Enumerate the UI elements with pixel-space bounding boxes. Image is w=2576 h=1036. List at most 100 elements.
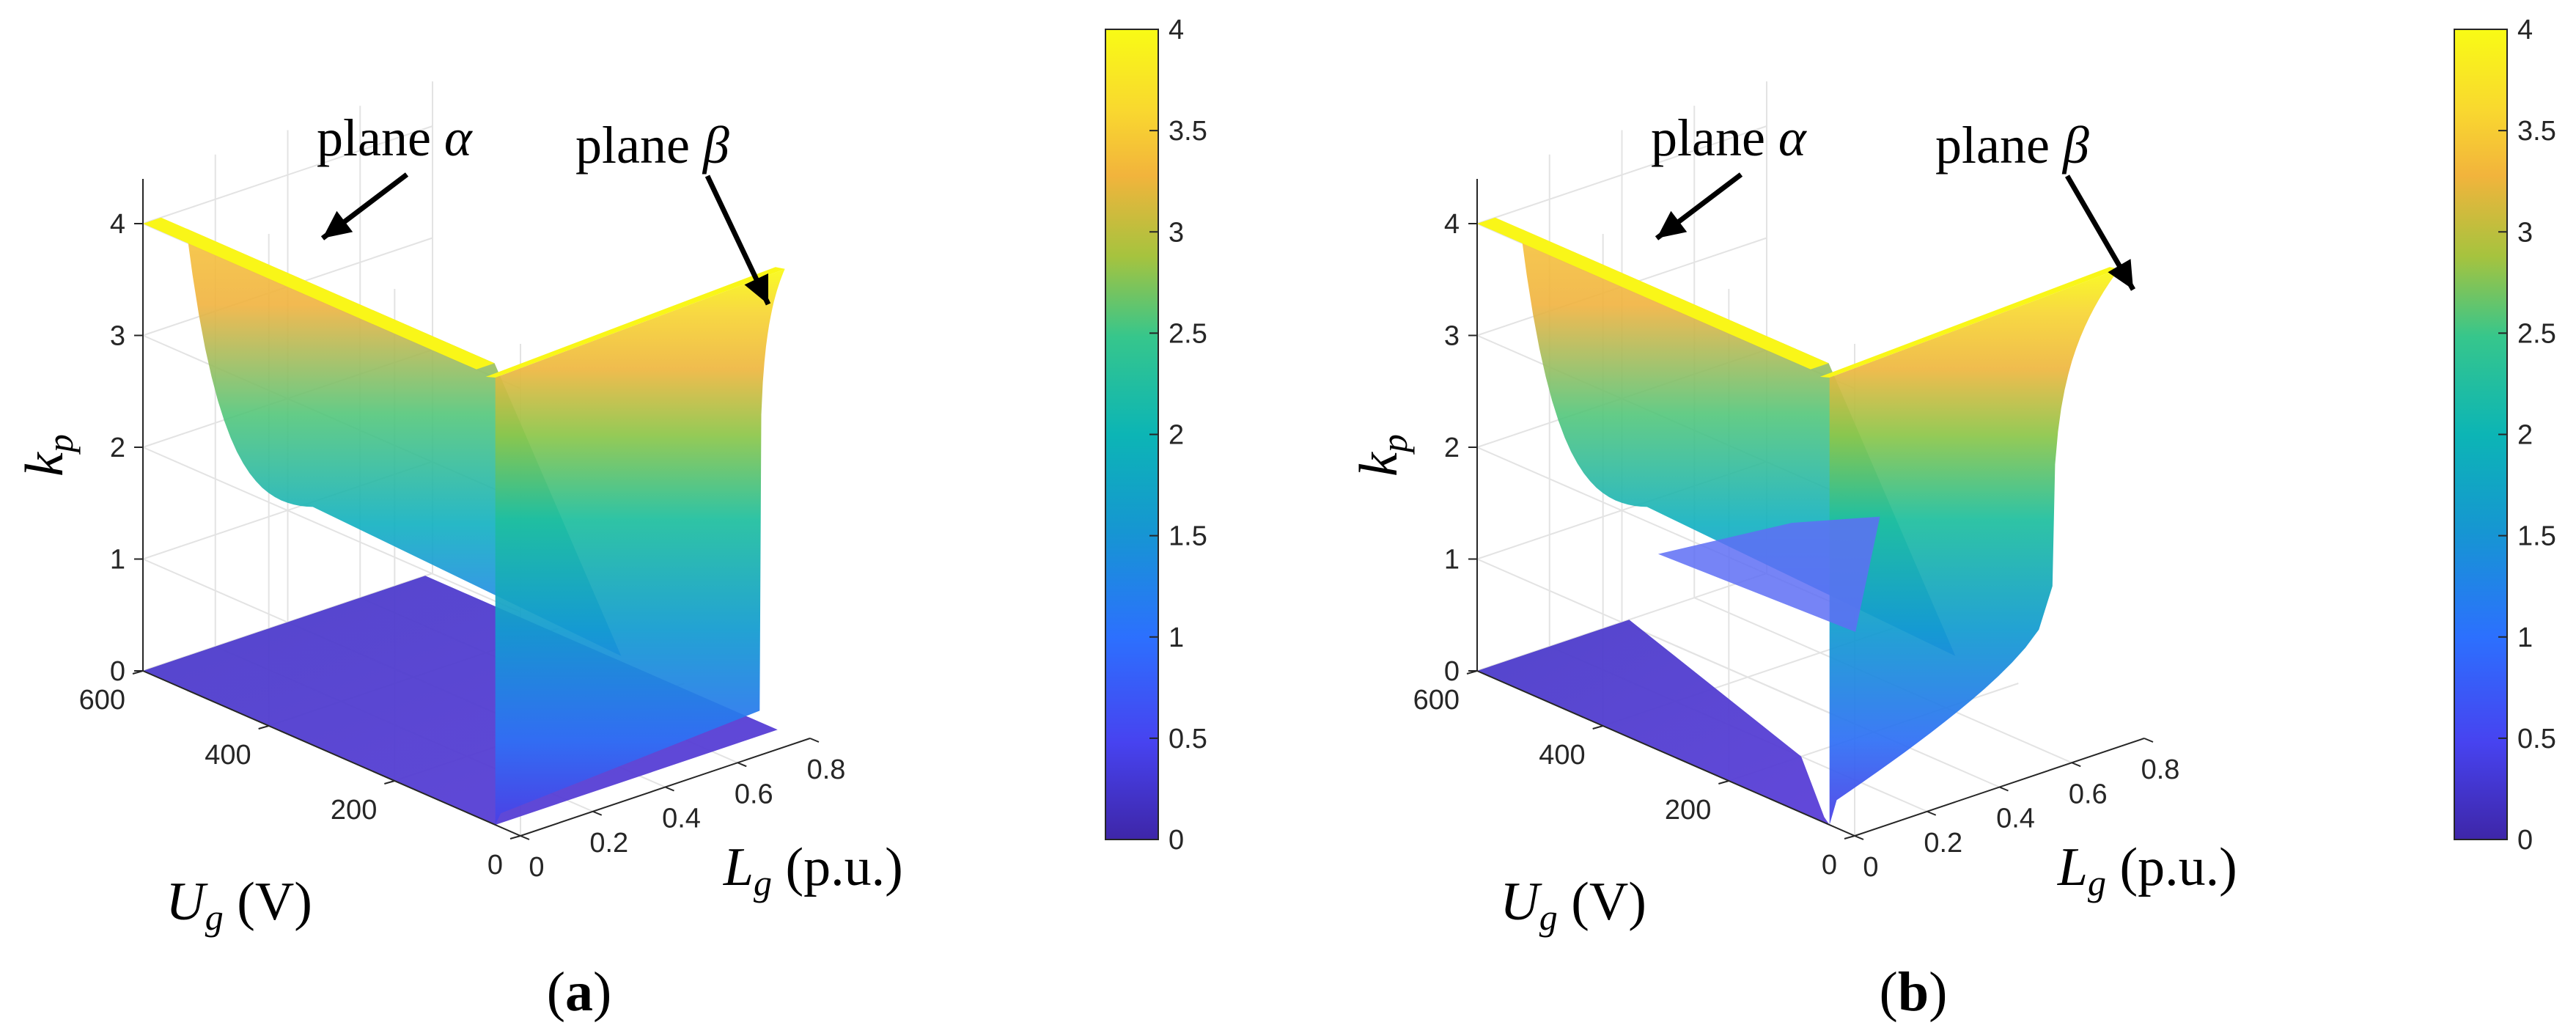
y-tick-label: 400	[1539, 740, 1585, 771]
gridline	[1622, 621, 2000, 788]
annotation-symbol: α	[1778, 109, 1807, 167]
colorbar-tick-label: 4	[2517, 15, 2533, 45]
arrow-alpha-head	[1657, 210, 1688, 238]
y-tick	[1592, 725, 1603, 730]
arrow-beta-head	[744, 273, 768, 304]
colorbar-tick-label: 3.5	[1169, 116, 1207, 147]
y-tick-label: 200	[331, 795, 377, 826]
y-axis-line	[142, 670, 521, 837]
panel-label: (a)	[547, 961, 612, 1023]
x-tick-label: 0	[1863, 852, 1878, 883]
z-tick-label: 2	[110, 433, 125, 463]
colorbar-tick-label: 3	[1169, 217, 1184, 248]
x-tick-label: 0.2	[1924, 828, 1962, 859]
y-tick-label: 600	[79, 685, 125, 716]
z-tick-label: 1	[1444, 545, 1460, 576]
z-tick-label: 4	[1444, 209, 1460, 240]
annotation-prefix: plane	[1651, 109, 1778, 167]
y-tick	[509, 835, 521, 840]
x-tick	[665, 786, 674, 792]
z-tick-label: 0	[110, 656, 125, 687]
annotation-plane-alpha: plane α	[1651, 109, 1807, 167]
surface-floor	[1477, 620, 1830, 825]
y-axis-label-sub: g	[205, 897, 224, 938]
z-axis-label-main: k	[1349, 452, 1409, 477]
z-tick-label: 2	[1444, 433, 1460, 463]
surface-beta-tail	[1657, 516, 1880, 632]
y-tick-label: 0	[487, 850, 503, 881]
z-axis-label-sub: p	[40, 434, 81, 455]
colorbar-tick-label: 0	[2517, 825, 2533, 856]
x-tick-label: 0	[529, 852, 544, 883]
x-tick-label: 0.8	[2141, 754, 2180, 785]
x-tick-label: 0.6	[735, 779, 773, 809]
panel-label-letter: a	[565, 961, 593, 1023]
surface-alpha-ridge	[1477, 217, 1829, 370]
x-tick	[2143, 738, 2154, 743]
x-tick-label: 0.4	[662, 804, 701, 834]
x-tick-label: 0.2	[589, 828, 628, 859]
surface-beta	[1829, 268, 2119, 825]
z-tick-label: 1	[110, 545, 125, 576]
x-tick	[737, 762, 747, 768]
x-tick	[520, 835, 530, 840]
colorbar-tick-label: 3	[2517, 217, 2533, 248]
annotation-prefix: plane	[317, 109, 444, 167]
panel-label-open: (	[1880, 961, 1898, 1023]
z-tick-label: 3	[1444, 321, 1460, 352]
colorbar-tick-label: 2	[2517, 420, 2533, 451]
y-tick-label: 600	[1413, 685, 1460, 716]
y-axis-label-main: U	[1500, 872, 1542, 932]
y-tick	[1718, 780, 1729, 785]
colorbar-tick-label: 1	[1169, 622, 1184, 653]
annotations: plane α plane β	[317, 109, 771, 306]
y-tick	[1844, 835, 1855, 840]
y-axis-label-main: U	[166, 872, 208, 932]
colorbar-tick-label: 1	[2517, 622, 2533, 653]
panel-label: (b)	[1880, 961, 1948, 1023]
x-tick-label: 0.4	[1996, 804, 2035, 834]
colorbar-tick-label: 0.5	[1169, 724, 1207, 754]
z-axis-label: kp	[1349, 434, 1415, 477]
z-axis-label-sub: p	[1374, 434, 1415, 455]
z-tick-label: 3	[110, 321, 125, 352]
colorbar-tick-label: 2.5	[1169, 318, 1207, 349]
colorbar-tick-label: 3.5	[2517, 116, 2556, 147]
annotation-symbol: α	[444, 109, 473, 167]
y-axis-label-sub: g	[1539, 897, 1558, 938]
z-axis-label: kp	[15, 434, 81, 477]
colorbar-tick-label: 2.5	[2517, 318, 2556, 349]
panel-label-close: )	[593, 961, 611, 1023]
x-axis-label-sub: g	[754, 862, 772, 903]
y-tick	[258, 725, 269, 730]
x-tick	[1854, 835, 1864, 840]
x-axis-label-main: L	[723, 837, 754, 897]
annotation-prefix: plane	[1935, 116, 2063, 174]
y-axis-label: Ug (V)	[1500, 872, 1646, 938]
arrow-alpha-head	[323, 210, 353, 238]
annotation-symbol: β	[702, 116, 729, 174]
annotation-plane-beta: plane β	[1935, 116, 2089, 174]
y-axis-label: Ug (V)	[166, 872, 312, 938]
x-axis-label: Lg (p.u.)	[2057, 837, 2237, 903]
colorbar-tick-label: 0.5	[2517, 724, 2556, 754]
x-axis-label-main: L	[2057, 837, 2088, 897]
gridline	[142, 447, 521, 613]
colorbar-tick-label: 1.5	[1169, 521, 1207, 552]
surface-beta-ridge	[485, 267, 785, 378]
panel-label-close: )	[1929, 961, 1947, 1023]
x-axis-label: Lg (p.u.)	[723, 837, 903, 903]
annotation-plane-beta: plane β	[575, 116, 729, 174]
y-axis-label-unit: (V)	[224, 872, 312, 932]
annotations: plane α plane β	[1651, 109, 2136, 291]
annotation-symbol: β	[2061, 116, 2089, 174]
surface-beta-ridge	[1819, 267, 2119, 378]
colorbar-tick-label: 2	[1169, 420, 1184, 451]
x-tick	[1927, 810, 1937, 816]
y-axis-label-unit: (V)	[1558, 872, 1646, 932]
